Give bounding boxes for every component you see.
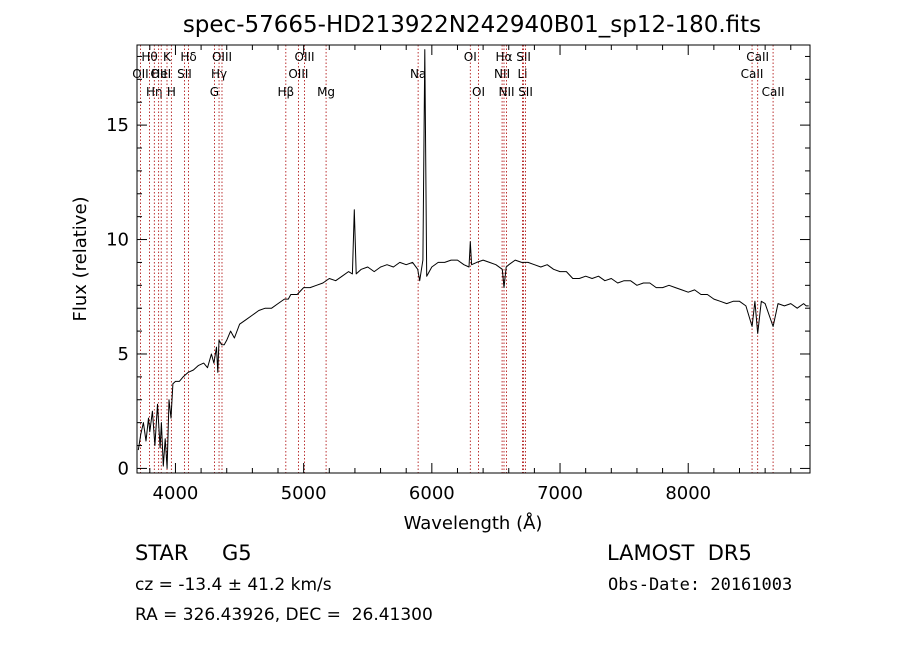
y-tick-label-3: 15: [106, 115, 129, 136]
line-id-label-21: NII: [499, 85, 515, 99]
line-id-label-11: OIII: [212, 50, 232, 64]
y-tick-label-0: 0: [118, 458, 129, 479]
line-id-label-24: SII: [518, 85, 533, 99]
line-id-label-14: OIII: [295, 50, 315, 64]
line-id-label-9: G: [210, 85, 219, 99]
x-tick-label-4: 8000: [665, 483, 711, 504]
x-tick-label-2: 6000: [409, 483, 455, 504]
line-identification-layer: OIIHθHηOIIHeIKHSIIHδGHγOIIIHβOIIIOIIIMgN…: [132, 45, 784, 473]
line-id-label-5: K: [163, 50, 172, 64]
line-id-label-13: OIII: [288, 67, 308, 81]
line-id-label-1: Hθ: [141, 50, 157, 64]
coordinates: RA = 326.43926, DEC = 26.41300: [135, 605, 433, 625]
line-id-label-6: H: [167, 85, 176, 99]
line-id-label-18: OI: [472, 85, 485, 99]
line-id-label-7: SII: [177, 67, 192, 81]
spectrum-layer: [137, 49, 809, 469]
object-class: STAR: [135, 541, 188, 565]
line-id-label-2: Hη: [146, 85, 163, 99]
line-id-label-3: OII: [150, 67, 167, 81]
line-id-label-0: OII: [132, 67, 149, 81]
y-axis-title: Flux (relative): [70, 196, 91, 321]
line-id-label-19: NII: [494, 67, 510, 81]
x-tick-label-1: 5000: [281, 483, 327, 504]
line-id-label-10: Hγ: [211, 67, 227, 81]
object-subclass: G5: [222, 541, 252, 565]
line-id-label-12: Hβ: [277, 85, 294, 99]
x-axis-title: Wavelength (Å): [404, 512, 543, 534]
line-id-label-22: Li: [517, 67, 527, 81]
survey-label: LAMOST DR5: [607, 541, 752, 565]
y-tick-label-1: 5: [118, 344, 129, 365]
line-id-label-23: SII: [516, 50, 531, 64]
line-id-label-26: CaII: [746, 50, 769, 64]
cz-readout: cz = -13.4 ± 41.2 km/s: [135, 575, 332, 595]
line-id-label-25: CaII: [741, 67, 764, 81]
line-id-label-20: Hα: [496, 50, 513, 64]
line-id-label-27: CaII: [762, 85, 785, 99]
line-id-label-17: OI: [464, 50, 477, 64]
line-id-label-16: Na: [410, 67, 426, 81]
plot-frame: [136, 44, 811, 474]
spectrum-series-0: [137, 49, 809, 469]
line-id-label-4: HeI: [151, 67, 171, 81]
line-id-label-15: Mg: [317, 85, 335, 99]
chart-title: spec-57665-HD213922N242940B01_sp12-180.f…: [183, 12, 761, 38]
x-tick-label-0: 4000: [153, 483, 199, 504]
axis-ticks: 4000 5000 6000 7000 8000 0 5 10 15: [106, 45, 810, 504]
y-tick-label-2: 10: [106, 230, 129, 251]
line-id-label-8: Hδ: [180, 50, 196, 64]
obs-date: Obs-Date: 20161003: [608, 575, 792, 595]
x-tick-label-3: 7000: [537, 483, 583, 504]
